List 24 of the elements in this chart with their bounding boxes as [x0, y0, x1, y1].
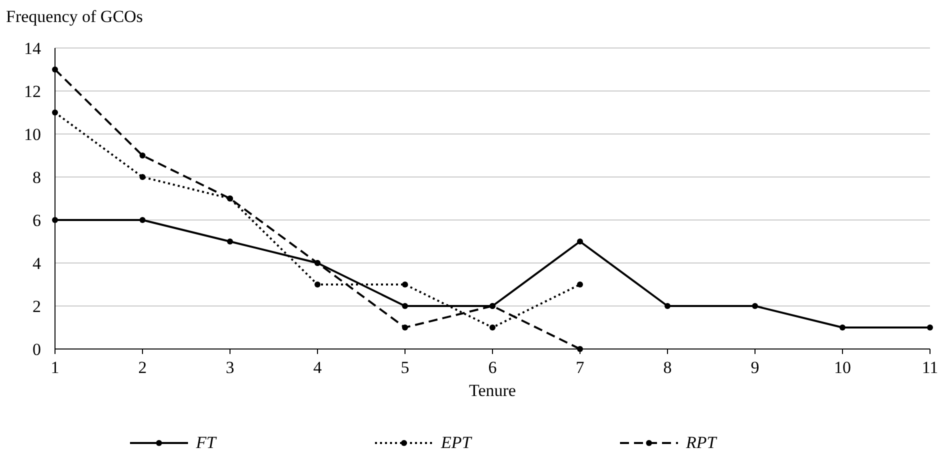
y-tick-label: 0 — [32, 340, 41, 359]
x-tick-label: 2 — [138, 358, 147, 377]
x-tick-label: 9 — [750, 358, 760, 377]
y-tick-label: 4 — [32, 254, 42, 273]
x-tick-label: 1 — [50, 358, 60, 377]
y-tick-label: 6 — [32, 211, 41, 230]
x-tick-label: 3 — [226, 358, 234, 377]
x-tick-label: 6 — [488, 358, 497, 377]
legend-label: FT — [195, 433, 218, 452]
x-tick-label: 10 — [834, 358, 851, 377]
x-tick-label: 7 — [576, 358, 585, 377]
x-tick-label: 4 — [313, 358, 322, 377]
y-tick-label: 2 — [32, 297, 41, 316]
y-tick-label: 8 — [32, 168, 41, 187]
x-tick-label: 11 — [922, 358, 938, 377]
y-tick-label: 12 — [24, 82, 41, 101]
legend-label: RPT — [685, 433, 718, 452]
x-tick-label: 8 — [663, 358, 672, 377]
y-axis-title: Frequency of GCOs — [6, 7, 143, 26]
legend-label: EPT — [440, 433, 473, 452]
y-tick-label: 14 — [24, 39, 42, 58]
x-axis-title: Tenure — [469, 381, 516, 400]
y-tick-label: 10 — [24, 125, 41, 144]
x-tick-label: 5 — [400, 358, 410, 377]
